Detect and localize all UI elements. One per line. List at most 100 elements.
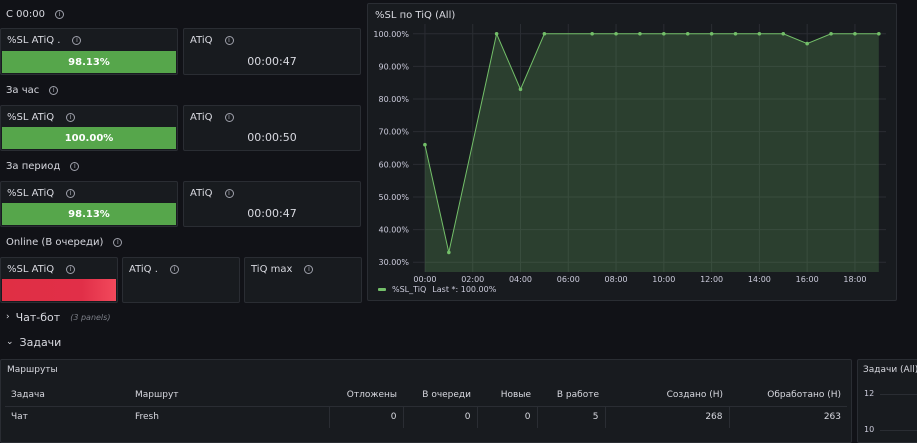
y-tick-label: 50.00% bbox=[378, 193, 409, 202]
x-tick-label: 02:00 bbox=[461, 275, 484, 284]
section-title-text: С 00:00 bbox=[6, 9, 45, 20]
info-icon[interactable]: i bbox=[66, 113, 76, 122]
y-tick-label: 80.00% bbox=[378, 95, 409, 104]
x-tick-label: 06:00 bbox=[557, 275, 580, 284]
chevron-right-icon: › bbox=[6, 312, 10, 322]
sl-tiq-chart-panel[interactable]: %SL по TiQ (All) 30.00% 40.00% 50.00% 60.00… bbox=[367, 3, 897, 301]
x-tick-label: 08:00 bbox=[605, 275, 628, 284]
info-icon[interactable]: i bbox=[66, 265, 76, 274]
data-point bbox=[494, 31, 499, 36]
table-cell: 0 bbox=[329, 405, 404, 428]
atiq-value: 00:00:50 bbox=[247, 131, 297, 144]
data-point bbox=[662, 31, 666, 36]
data-point bbox=[685, 31, 690, 36]
y-tick-label: 30.00% bbox=[378, 258, 409, 267]
info-icon[interactable]: i bbox=[169, 265, 179, 274]
column-header[interactable]: Задача bbox=[11, 389, 45, 400]
info-icon[interactable]: i bbox=[72, 36, 82, 45]
data-point bbox=[638, 31, 642, 36]
panel-title: ATiQ . bbox=[129, 264, 158, 275]
data-point bbox=[447, 250, 451, 255]
section-title-hour: За час i bbox=[6, 85, 59, 96]
x-tick-label: 10:00 bbox=[652, 275, 675, 284]
column-header[interactable]: В работе bbox=[556, 389, 599, 400]
atiq-value: 00:00:47 bbox=[247, 207, 297, 220]
row-tasks[interactable]: ⌄ Задачи bbox=[0, 334, 917, 350]
table-cell: Fresh bbox=[129, 405, 330, 428]
sl-value: 98.13% bbox=[2, 203, 176, 225]
panel-title: %SL ATiQ bbox=[7, 188, 55, 199]
data-point bbox=[518, 87, 523, 92]
info-icon[interactable]: i bbox=[224, 189, 234, 198]
panel-title: ATiQ bbox=[190, 112, 213, 123]
data-point bbox=[853, 31, 857, 36]
info-icon[interactable]: i bbox=[66, 189, 76, 198]
data-point bbox=[805, 41, 809, 46]
column-header[interactable]: Маршрут bbox=[135, 389, 179, 400]
sl-atiq-panel[interactable]: %SL ATiQ i 100.00% bbox=[0, 105, 178, 151]
column-header[interactable]: Новые bbox=[500, 389, 531, 400]
x-tick-label: 16:00 bbox=[796, 275, 819, 284]
panel-title: TiQ max bbox=[251, 264, 293, 275]
row-panel-count: (3 panels) bbox=[70, 312, 111, 322]
y-tick-label: 12 bbox=[864, 389, 875, 398]
x-tick-label: 18:00 bbox=[843, 275, 866, 284]
chart-legend[interactable]: %SL_TiQ Last *: 100.00% bbox=[378, 285, 496, 294]
table-row[interactable]: Чат Fresh 0 0 0 5 268 263 bbox=[5, 405, 847, 428]
routes-table-panel[interactable]: Маршруты Задача Маршрут Отложены В очере… bbox=[0, 359, 852, 443]
x-tick-label: 00:00 bbox=[413, 275, 436, 284]
info-icon[interactable]: i bbox=[224, 113, 234, 122]
info-icon[interactable]: i bbox=[113, 238, 123, 247]
column-header[interactable]: Обработано (Н) bbox=[767, 389, 841, 400]
data-point bbox=[877, 31, 881, 36]
panel-title: Задачи (All) bbox=[863, 365, 917, 375]
x-tick-label: 14:00 bbox=[748, 275, 771, 284]
info-icon[interactable]: i bbox=[304, 265, 314, 274]
section-title-since-midnight: С 00:00 i bbox=[6, 9, 64, 20]
column-header[interactable]: Создано (Н) bbox=[666, 389, 723, 400]
sl-atiq-panel[interactable]: %SL ATiQ i 98.13% bbox=[0, 181, 178, 227]
sl-value: 100.00% bbox=[2, 127, 176, 149]
section-title-text: Online (В очереди) bbox=[6, 237, 104, 248]
sl-tiq-chart: 30.00% 40.00% 50.00% 60.00% 70.00% 80.00% 90.0… bbox=[373, 24, 886, 284]
sl-atiq-panel[interactable]: %SL ATiQ . i 98.13% bbox=[0, 28, 178, 75]
table-cell: 5 bbox=[537, 405, 606, 428]
y-tick-label: 70.00% bbox=[378, 128, 409, 137]
row-label: Чат-бот bbox=[15, 310, 61, 324]
online-sl-panel[interactable]: %SL ATiQ i bbox=[0, 257, 118, 303]
y-tick-label: 100.00% bbox=[373, 30, 409, 39]
series-line bbox=[424, 32, 879, 253]
panel-title: %SL ATiQ . bbox=[7, 35, 61, 46]
info-icon[interactable]: i bbox=[70, 162, 80, 171]
online-atiq-panel[interactable]: ATiQ . i bbox=[122, 257, 240, 303]
data-point bbox=[781, 31, 786, 36]
tasks-all-panel[interactable]: Задачи (All) 12 10 bbox=[857, 359, 917, 443]
panel-title: ATiQ bbox=[190, 35, 213, 46]
info-icon[interactable]: i bbox=[54, 10, 64, 19]
grid-line bbox=[880, 394, 917, 395]
atiq-panel[interactable]: ATiQ i 00:00:50 bbox=[183, 105, 361, 151]
section-title-online: Online (В очереди) i bbox=[6, 237, 123, 248]
table-cell: 268 bbox=[605, 405, 730, 428]
table-cell: 0 bbox=[403, 405, 478, 428]
legend-series-name: %SL_TiQ bbox=[392, 285, 427, 294]
table-cell: 0 bbox=[477, 405, 538, 428]
panel-title: %SL ATiQ bbox=[7, 112, 55, 123]
column-header[interactable]: В очереди bbox=[422, 389, 471, 400]
y-tick-label: 40.00% bbox=[378, 226, 409, 235]
y-tick-label: 60.00% bbox=[378, 160, 409, 169]
atiq-panel[interactable]: ATiQ i 00:00:47 bbox=[183, 28, 361, 75]
grid-line bbox=[880, 430, 917, 431]
section-title-text: За час bbox=[6, 85, 40, 96]
online-tiq-max-panel[interactable]: TiQ max i bbox=[244, 257, 362, 303]
series-area bbox=[424, 33, 879, 272]
row-label: Задачи bbox=[19, 335, 62, 349]
data-point bbox=[733, 31, 738, 36]
data-point bbox=[614, 31, 618, 36]
atiq-panel[interactable]: ATiQ i 00:00:47 bbox=[183, 181, 361, 227]
atiq-value: 00:00:47 bbox=[247, 55, 297, 68]
column-header[interactable]: Отложены bbox=[346, 389, 397, 400]
row-chatbot[interactable]: › Чат-бот (3 panels) bbox=[0, 309, 917, 325]
info-icon[interactable]: i bbox=[224, 36, 234, 45]
info-icon[interactable]: i bbox=[49, 86, 59, 95]
